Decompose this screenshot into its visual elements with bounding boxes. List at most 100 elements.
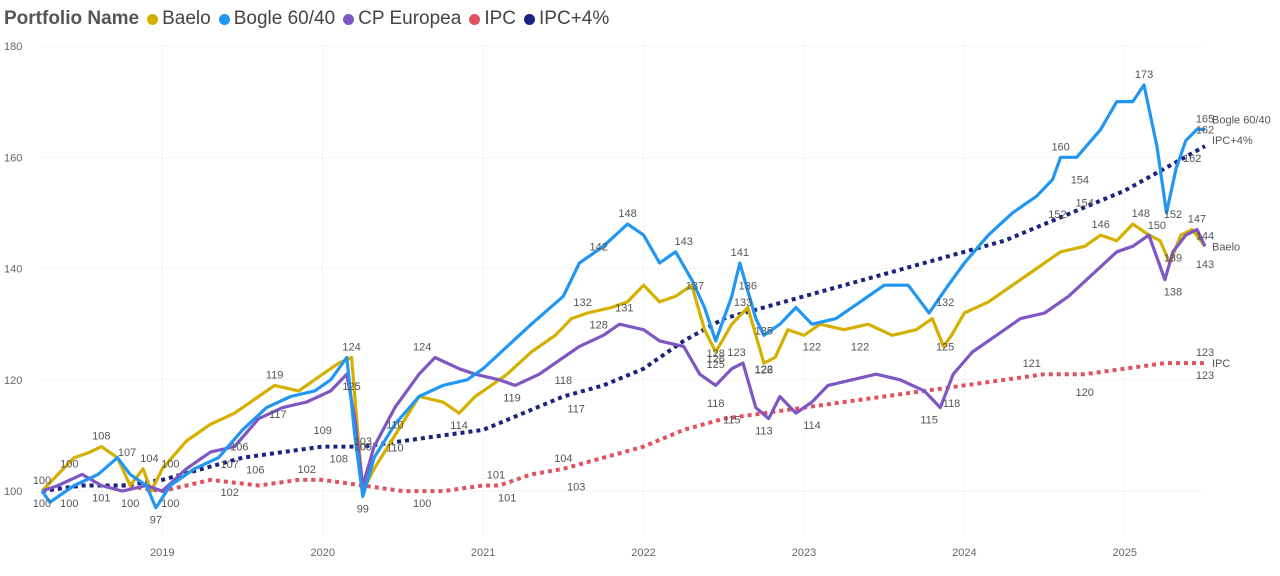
legend-dot-baelo-icon: [147, 13, 159, 25]
data-label: 103: [354, 436, 372, 448]
data-label: 97: [150, 515, 162, 527]
y-tick-label: 160: [4, 152, 22, 164]
data-label: 123: [1196, 370, 1214, 382]
data-label: 106: [246, 465, 264, 477]
data-label: 162: [1196, 125, 1214, 137]
x-tick-label: 2022: [631, 547, 655, 559]
data-label: 122: [755, 364, 773, 376]
data-label: 106: [230, 442, 248, 454]
data-label: 126: [707, 353, 725, 365]
data-label: 100: [121, 498, 139, 510]
data-label: 110: [386, 419, 404, 431]
legend-dot-cp-europea-icon: [343, 13, 355, 25]
data-label: 100: [354, 442, 372, 454]
data-label: 100: [413, 498, 431, 510]
data-label: 108: [92, 431, 110, 443]
data-label: 100: [33, 498, 51, 510]
data-label: 125: [936, 342, 954, 354]
data-label: 173: [1135, 69, 1153, 81]
data-label: 135: [755, 326, 773, 338]
data-label: 118: [943, 398, 961, 410]
data-label: 118: [707, 398, 725, 410]
data-label: 154: [1071, 175, 1089, 187]
series-layer: [40, 83, 1207, 510]
data-label: 104: [554, 453, 572, 465]
data-label: 101: [498, 492, 516, 504]
legend-item-ipc[interactable]: IPC: [469, 8, 516, 30]
data-label: 119: [503, 392, 521, 404]
series-line-baelo: [40, 222, 1207, 493]
data-label: 124: [413, 342, 431, 354]
legend-item-ipc-plus-4[interactable]: IPC+4%: [524, 8, 609, 30]
data-label: 109: [314, 425, 332, 437]
data-label: 138: [1164, 287, 1182, 299]
legend-item-bogle[interactable]: Bogle 60/40: [218, 8, 336, 30]
data-label: 137: [686, 280, 704, 292]
axis-layer: 100 120 140 160 180 2019 2020 2021 2022 2023 2024 2…: [4, 41, 1137, 559]
end-label: IPC+4%: [1212, 135, 1253, 147]
data-label: 132: [573, 297, 591, 309]
x-tick-label: 2025: [1113, 547, 1137, 559]
data-label: 147: [1188, 214, 1206, 226]
legend-label-bogle: Bogle 60/40: [233, 8, 336, 29]
data-label: 114: [450, 420, 468, 432]
data-label: 152: [1048, 209, 1066, 221]
y-tick-label: 120: [4, 375, 22, 387]
legend-item-baelo[interactable]: Baelo: [147, 8, 211, 30]
data-label: 104: [140, 453, 158, 465]
x-tick-label: 2020: [310, 547, 334, 559]
data-label: 108: [330, 454, 348, 466]
data-label: 110: [386, 442, 404, 454]
data-label: 100: [60, 458, 78, 470]
data-label: 154: [1076, 198, 1094, 210]
data-label: 102: [221, 487, 239, 499]
data-label: 152: [1164, 209, 1182, 221]
legend: Portfolio Name Baelo Bogle 60/40 CP Euro…: [4, 6, 617, 32]
data-label: 115: [920, 415, 938, 427]
data-label: 100: [161, 498, 179, 510]
series-line-bogle-60-40: [40, 83, 1205, 510]
data-label: 143: [1196, 259, 1214, 271]
data-label: 141: [731, 247, 749, 259]
data-label: 122: [851, 342, 869, 354]
data-label: 123: [1196, 347, 1214, 359]
legend-label-ipc-plus-4: IPC+4%: [539, 8, 610, 29]
data-label: 125: [342, 381, 360, 393]
data-label: 132: [936, 297, 954, 309]
data-label: 128: [589, 319, 607, 331]
data-label: 120: [1076, 387, 1094, 399]
series-line-cp-europea: [41, 228, 1207, 493]
data-label: 162: [1183, 153, 1201, 165]
legend-item-cp-europea[interactable]: CP Europea: [343, 8, 461, 30]
series-line-ipc: [41, 361, 1205, 494]
data-label: 100: [60, 498, 78, 510]
legend-dot-bogle-icon: [218, 13, 230, 25]
data-label: 118: [555, 375, 573, 387]
data-label: 100: [33, 475, 51, 487]
data-label: 115: [723, 415, 741, 427]
data-label: 122: [803, 342, 821, 354]
x-tick-label: 2021: [471, 547, 495, 559]
data-label: 107: [221, 459, 239, 471]
data-label: 113: [755, 426, 773, 438]
data-label: 139: [1164, 253, 1182, 265]
data-label: 165: [1196, 113, 1214, 125]
data-label: 107: [118, 447, 136, 459]
data-label: 121: [1023, 358, 1041, 370]
end-label: Baelo: [1212, 241, 1240, 253]
data-label: 117: [567, 403, 585, 415]
data-label: 133: [734, 297, 752, 309]
legend-label-baelo: Baelo: [162, 8, 211, 29]
x-tick-label: 2024: [952, 547, 976, 559]
data-label: 101: [92, 492, 110, 504]
data-label: 100: [161, 458, 179, 470]
data-label: 125: [707, 359, 725, 371]
data-label: 131: [615, 303, 633, 315]
end-label: IPC: [1212, 358, 1230, 370]
legend-dot-ipc-icon: [469, 13, 481, 25]
data-label: 136: [739, 280, 757, 292]
data-label: 126: [755, 365, 773, 377]
end-label-layer: Bogle 60/40 IPC+4% Baelo IPC: [1212, 114, 1271, 370]
